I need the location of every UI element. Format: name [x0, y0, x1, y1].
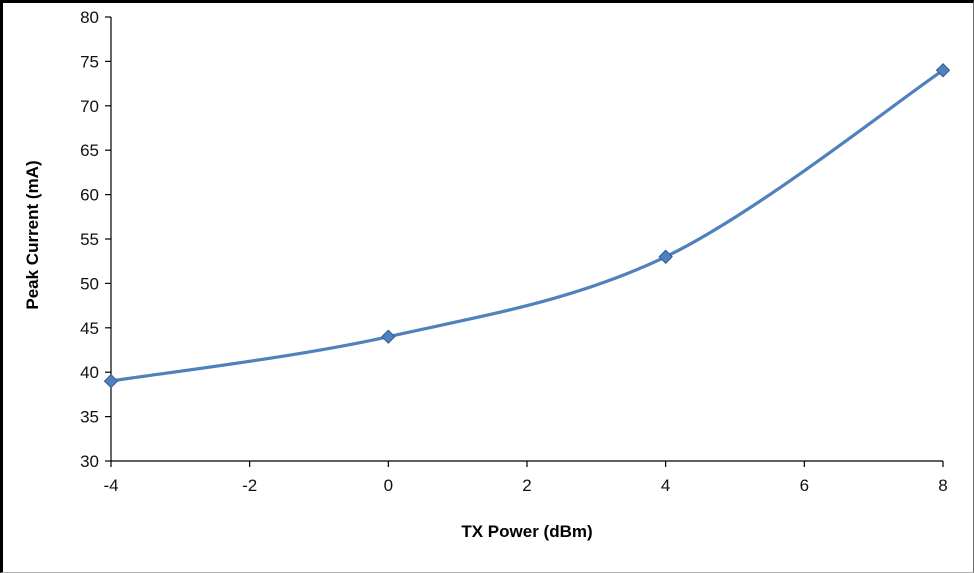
x-tick-label: 4 [661, 476, 670, 495]
x-tick-label: -4 [103, 476, 118, 495]
data-point-marker [658, 249, 673, 264]
x-tick-label: 2 [522, 476, 531, 495]
y-tick-label: 40 [80, 363, 99, 382]
y-tick-label: 55 [80, 230, 99, 249]
y-axis-title: Peak Current (mA) [23, 160, 42, 310]
y-tick-label: 30 [80, 452, 99, 471]
y-tick-label: 45 [80, 319, 99, 338]
data-point-marker [381, 329, 396, 344]
x-tick-label: 8 [938, 476, 947, 495]
y-tick-label: 35 [80, 408, 99, 427]
y-tick-label: 80 [80, 8, 99, 27]
data-point-marker [103, 373, 119, 389]
series-line [109, 68, 945, 383]
y-tick-label: 65 [80, 141, 99, 160]
plot-area: 30 35 40 45 50 55 60 65 70 75 80 -4 -2 0 2 4 6 8 [80, 8, 951, 495]
x-tick-label: -2 [242, 476, 257, 495]
y-tick-label: 60 [80, 186, 99, 205]
y-tick-label: 50 [80, 274, 99, 293]
data-point-marker [935, 63, 951, 78]
x-tick-label: 6 [800, 476, 809, 495]
x-tick-label: 0 [384, 476, 393, 495]
x-axis-title: TX Power (dBm) [461, 522, 593, 541]
y-tick-label: 70 [80, 97, 99, 116]
y-tick-label: 75 [80, 52, 99, 71]
